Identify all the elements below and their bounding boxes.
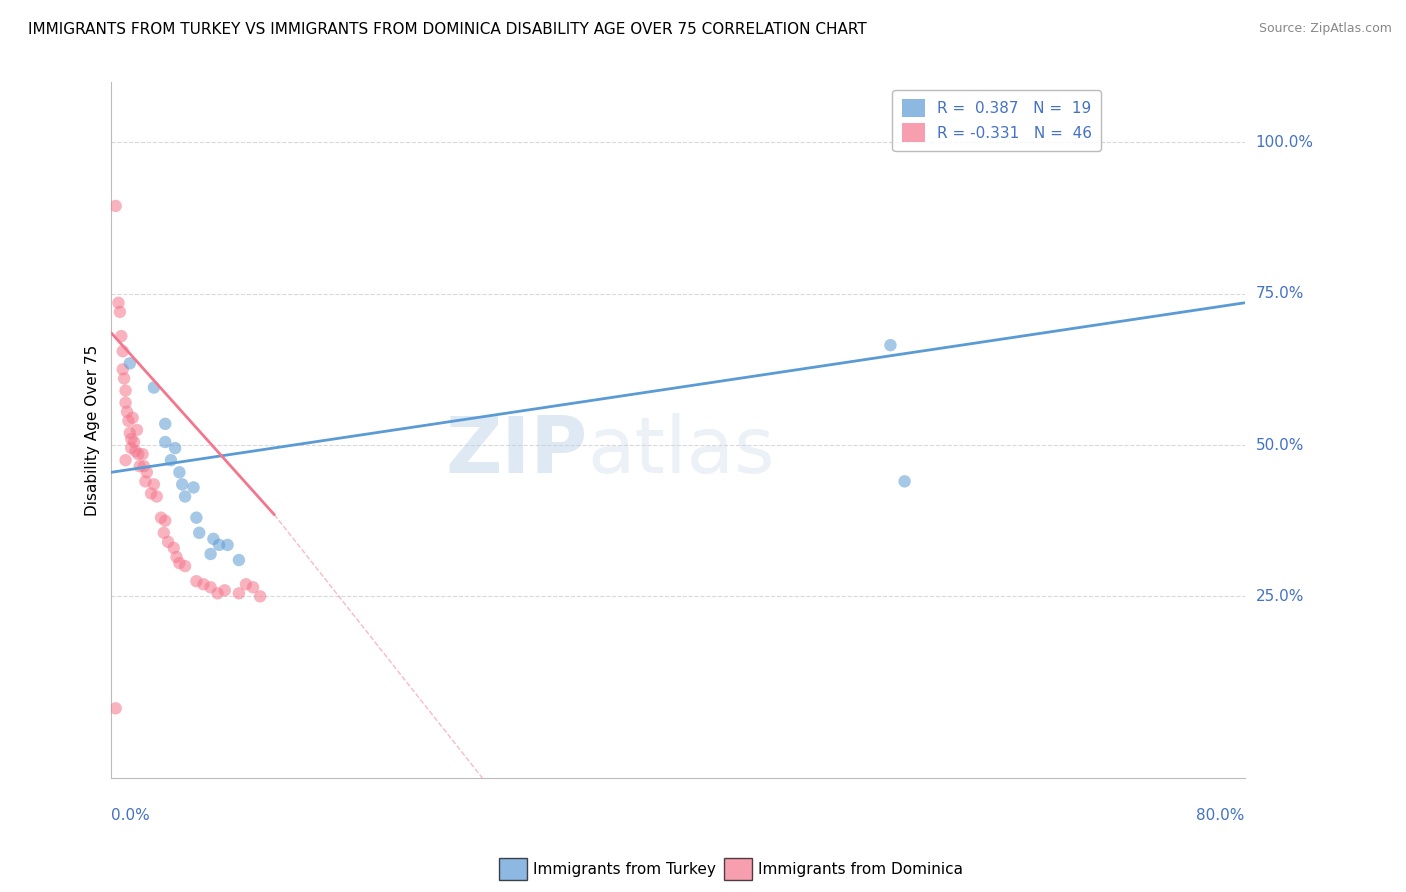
Point xyxy=(122,435,145,450)
Point xyxy=(149,510,172,524)
Point xyxy=(121,410,143,425)
Text: 100.0%: 100.0% xyxy=(1256,135,1313,150)
Point xyxy=(166,549,188,564)
Point xyxy=(131,447,153,461)
Text: 75.0%: 75.0% xyxy=(1256,286,1303,301)
Text: Immigrants from Turkey: Immigrants from Turkey xyxy=(533,863,716,877)
Point xyxy=(174,490,197,504)
Point xyxy=(135,465,157,479)
Point xyxy=(118,356,141,370)
Point xyxy=(111,362,134,376)
Point xyxy=(120,432,142,446)
Point xyxy=(214,583,236,598)
Point xyxy=(186,510,208,524)
Point xyxy=(242,580,264,594)
Point xyxy=(188,525,211,540)
Point xyxy=(118,425,141,440)
Point xyxy=(139,486,162,500)
Point xyxy=(104,199,127,213)
Text: IMMIGRANTS FROM TURKEY VS IMMIGRANTS FROM DOMINICA DISABILITY AGE OVER 75 CORREL: IMMIGRANTS FROM TURKEY VS IMMIGRANTS FRO… xyxy=(28,22,868,37)
Text: 0.0%: 0.0% xyxy=(111,808,150,823)
Point xyxy=(155,435,177,450)
Point xyxy=(110,329,132,343)
Point xyxy=(114,384,136,398)
Point xyxy=(228,586,250,600)
Point xyxy=(145,490,167,504)
Point xyxy=(127,447,149,461)
Point xyxy=(120,441,142,455)
Point xyxy=(132,459,155,474)
Point xyxy=(200,547,222,561)
Point xyxy=(153,525,176,540)
Point xyxy=(183,480,205,494)
Point xyxy=(114,395,136,409)
Point xyxy=(142,477,165,491)
Text: Immigrants from Dominica: Immigrants from Dominica xyxy=(758,863,963,877)
Point xyxy=(112,371,135,385)
Point xyxy=(124,444,146,458)
Point xyxy=(202,532,225,546)
Point xyxy=(117,414,139,428)
Legend: R =  0.387   N =  19, R = -0.331   N =  46: R = 0.387 N = 19, R = -0.331 N = 46 xyxy=(893,89,1101,152)
Point xyxy=(228,553,250,567)
Text: ZIP: ZIP xyxy=(446,413,588,489)
Point xyxy=(108,305,131,319)
Point xyxy=(160,453,183,467)
Point xyxy=(134,475,156,489)
Point xyxy=(893,475,915,489)
Point xyxy=(186,574,208,589)
Point xyxy=(128,459,150,474)
Point xyxy=(125,423,148,437)
Point xyxy=(200,580,222,594)
Point xyxy=(142,380,165,394)
Text: 25.0%: 25.0% xyxy=(1256,589,1303,604)
Point xyxy=(174,559,197,574)
Point xyxy=(235,577,257,591)
Text: 80.0%: 80.0% xyxy=(1197,808,1244,823)
Y-axis label: Disability Age Over 75: Disability Age Over 75 xyxy=(86,344,100,516)
Point xyxy=(115,405,138,419)
Text: Source: ZipAtlas.com: Source: ZipAtlas.com xyxy=(1258,22,1392,36)
Text: 50.0%: 50.0% xyxy=(1256,438,1303,452)
Point xyxy=(169,465,191,479)
Point xyxy=(207,586,229,600)
Point xyxy=(157,534,180,549)
Point xyxy=(114,453,136,467)
Point xyxy=(155,417,177,431)
Point xyxy=(165,441,187,455)
Point xyxy=(879,338,901,352)
Point xyxy=(111,344,134,359)
Point xyxy=(169,556,191,570)
Point xyxy=(249,590,271,604)
Point xyxy=(155,514,177,528)
Point xyxy=(107,295,129,310)
Point xyxy=(193,577,215,591)
Point xyxy=(163,541,186,555)
Text: atlas: atlas xyxy=(588,413,775,489)
Point xyxy=(208,538,231,552)
Point xyxy=(104,701,127,715)
Point xyxy=(217,538,239,552)
Point xyxy=(172,477,194,491)
